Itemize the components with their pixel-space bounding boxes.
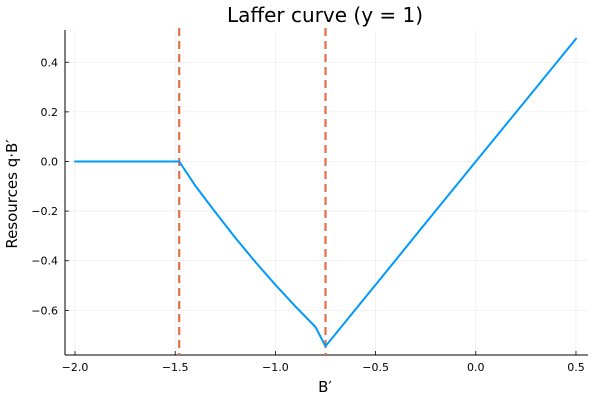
y-tick-label: −0.4 [31,255,58,268]
y-tick-label: 0.2 [41,106,59,119]
chart-title: Laffer curve (y = 1) [227,3,423,27]
y-tick-label: −0.2 [31,205,58,218]
series-lines [74,37,577,348]
y-tick-label: 0.4 [41,56,59,69]
y-axis-ticks: −0.6 −0.4 −0.2 0.0 0.2 0.4 [31,56,69,317]
y-tick-label: −0.6 [31,304,58,317]
x-axis-ticks: −2.0 −1.5 −1.0 −0.5 0.0 0.5 [62,351,585,374]
y-axis-label: Resources q·B′ [3,139,21,249]
x-axis-label: B′ [318,378,332,396]
reference-lines [178,28,327,355]
x-tick-label: 0.0 [467,361,485,374]
x-tick-label: 0.5 [567,361,585,374]
resources-series-line [74,37,577,348]
x-tick-label: −0.5 [362,361,389,374]
x-tick-label: −1.0 [262,361,289,374]
y-tick-label: 0.0 [41,155,59,168]
x-tick-label: −1.5 [162,361,189,374]
x-tick-label: −2.0 [62,361,89,374]
